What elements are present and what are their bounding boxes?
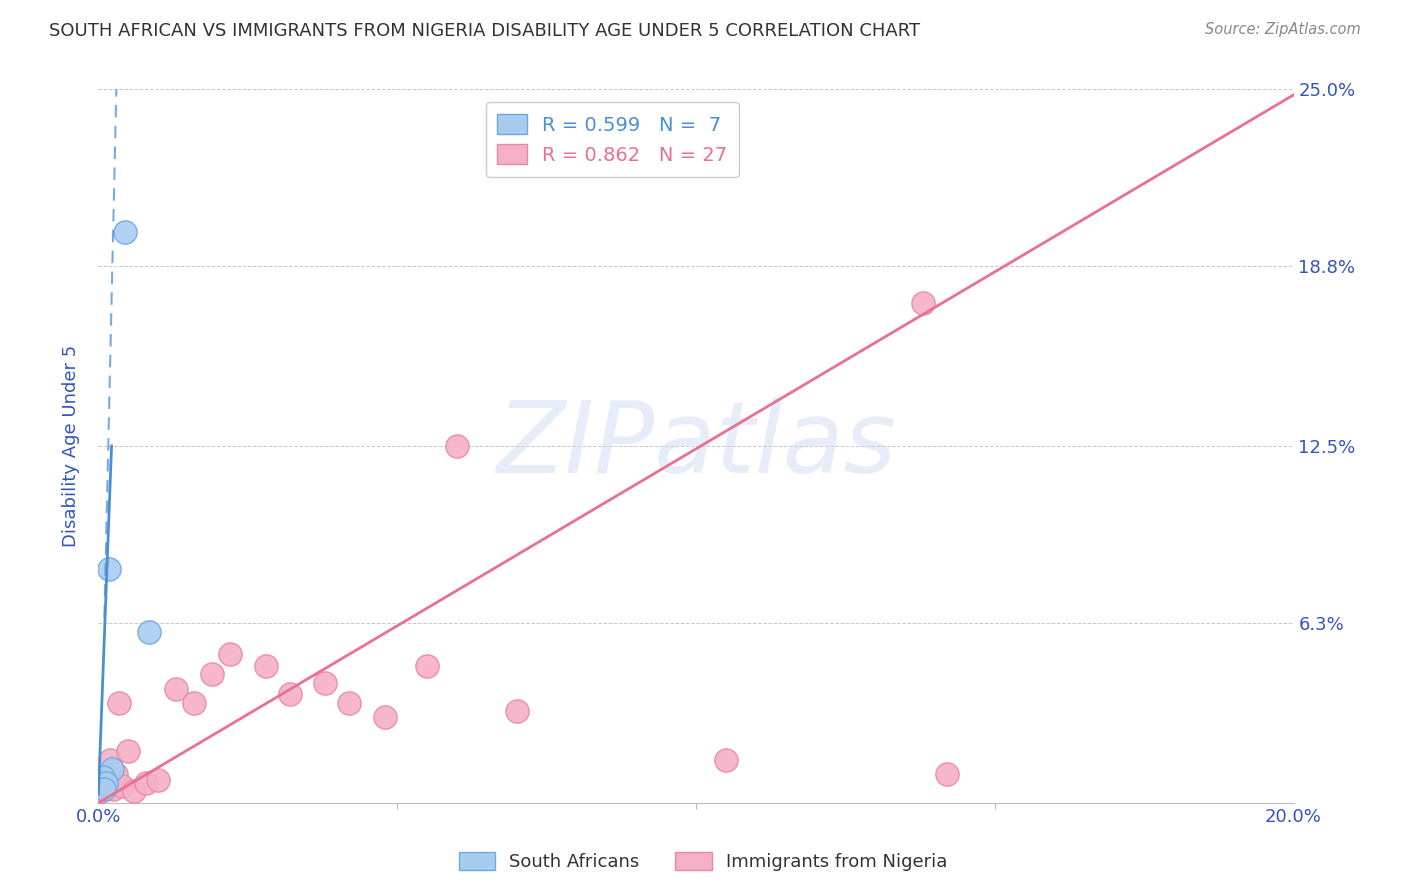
Point bbox=[111, 779, 134, 793]
Point bbox=[93, 779, 115, 793]
Point bbox=[94, 776, 117, 790]
Point bbox=[912, 296, 935, 310]
Point bbox=[117, 744, 139, 758]
Point bbox=[201, 667, 224, 681]
Point bbox=[254, 658, 277, 673]
Point bbox=[278, 687, 301, 701]
Point bbox=[165, 681, 187, 696]
Text: Source: ZipAtlas.com: Source: ZipAtlas.com bbox=[1205, 22, 1361, 37]
Point bbox=[100, 762, 122, 776]
Point bbox=[90, 784, 112, 798]
Point bbox=[105, 767, 128, 781]
Point bbox=[138, 624, 160, 639]
Point bbox=[219, 648, 242, 662]
Legend: South Africans, Immigrants from Nigeria: South Africans, Immigrants from Nigeria bbox=[451, 845, 955, 879]
Point bbox=[93, 781, 115, 796]
Point bbox=[124, 784, 146, 798]
Point bbox=[936, 767, 959, 781]
Text: SOUTH AFRICAN VS IMMIGRANTS FROM NIGERIA DISABILITY AGE UNDER 5 CORRELATION CHAR: SOUTH AFRICAN VS IMMIGRANTS FROM NIGERIA… bbox=[49, 22, 921, 40]
Point bbox=[114, 225, 136, 239]
Text: ZIPatlas: ZIPatlas bbox=[496, 398, 896, 494]
Point bbox=[315, 676, 337, 690]
Point bbox=[374, 710, 396, 724]
Y-axis label: Disability Age Under 5: Disability Age Under 5 bbox=[62, 345, 80, 547]
Legend: R = 0.599   N =  7, R = 0.862   N = 27: R = 0.599 N = 7, R = 0.862 N = 27 bbox=[485, 103, 740, 177]
Point bbox=[446, 439, 468, 453]
Point bbox=[135, 776, 157, 790]
Point bbox=[103, 781, 125, 796]
Point bbox=[714, 753, 737, 767]
Point bbox=[91, 770, 114, 784]
Point bbox=[183, 696, 205, 710]
Point bbox=[98, 753, 122, 767]
Point bbox=[148, 772, 170, 787]
Point bbox=[98, 562, 121, 576]
Point bbox=[416, 658, 439, 673]
Point bbox=[339, 696, 361, 710]
Point bbox=[96, 772, 118, 787]
Point bbox=[108, 696, 131, 710]
Point bbox=[506, 705, 529, 719]
